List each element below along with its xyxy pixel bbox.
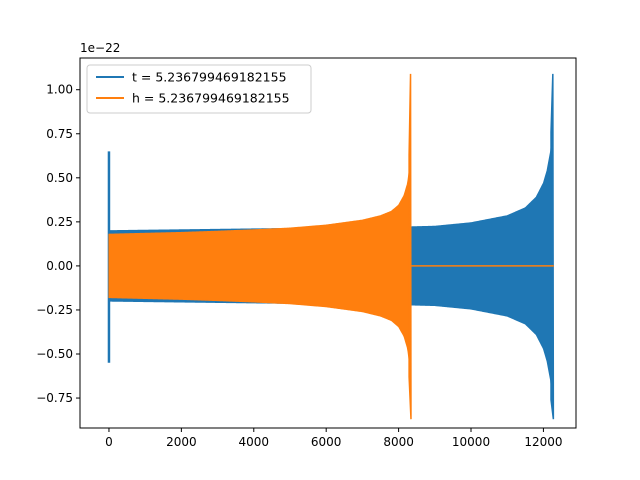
series-h-merger-peak bbox=[408, 73, 412, 420]
series-h bbox=[108, 73, 554, 420]
plot-area bbox=[107, 73, 555, 420]
legend-label-t: t = 5.236799469182155 bbox=[132, 70, 287, 85]
y-tick-label: 0.25 bbox=[46, 215, 73, 229]
y-tick-label: −0.75 bbox=[36, 391, 73, 405]
x-tick-label: 12000 bbox=[524, 435, 562, 449]
x-axis: 0 2000 4000 6000 8000 10000 12000 bbox=[105, 428, 563, 449]
legend-label-h: h = 5.236799469182155 bbox=[132, 91, 290, 106]
x-tick-label: 8000 bbox=[383, 435, 414, 449]
y-tick-label: 0.75 bbox=[46, 127, 73, 141]
series-t-merger-peak bbox=[550, 73, 555, 420]
x-tick-label: 0 bbox=[105, 435, 113, 449]
axes-frame bbox=[79, 57, 577, 429]
y-tick-label: −0.50 bbox=[36, 347, 73, 361]
y-tick-label: 1.00 bbox=[46, 83, 73, 97]
x-tick-label: 10000 bbox=[452, 435, 490, 449]
y-tick-label: 0.50 bbox=[46, 171, 73, 185]
x-tick-label: 4000 bbox=[239, 435, 270, 449]
legend: t = 5.236799469182155 h = 5.236799469182… bbox=[86, 64, 312, 114]
y-tick-label: 0.00 bbox=[46, 259, 73, 273]
x-tick-label: 6000 bbox=[311, 435, 342, 449]
x-tick-label: 2000 bbox=[166, 435, 197, 449]
legend-box bbox=[86, 64, 312, 114]
y-axis: −0.75 −0.50 −0.25 0.00 0.25 0.50 0.75 1.00 bbox=[36, 83, 80, 405]
y-tick-label: −0.25 bbox=[36, 303, 73, 317]
y-offset-label: 1e−22 bbox=[80, 41, 120, 55]
